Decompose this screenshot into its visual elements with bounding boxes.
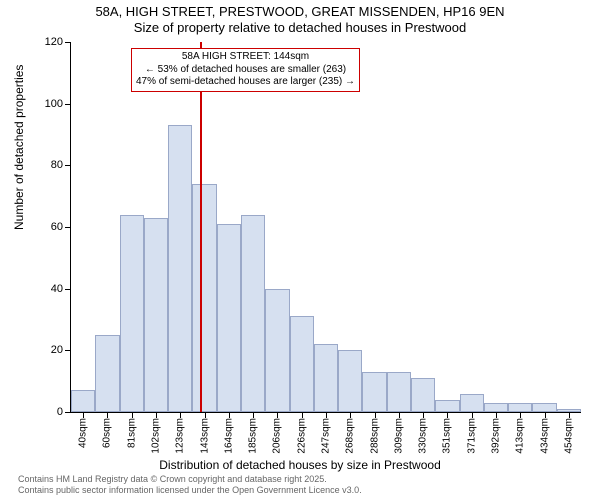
page-subtitle: Size of property relative to detached ho…	[0, 20, 600, 35]
histogram-plot: 02040608010012040sqm60sqm81sqm102sqm123s…	[70, 42, 581, 413]
x-tick-label: 102sqm	[151, 418, 162, 454]
histogram-bar	[144, 218, 168, 412]
attribution-line-2: Contains public sector information licen…	[18, 485, 362, 495]
y-tick-label: 80	[51, 159, 71, 171]
x-tick-label: 81sqm	[126, 418, 137, 448]
histogram-bar	[460, 394, 484, 413]
y-axis-label: Number of detached properties	[12, 65, 26, 230]
x-tick-label: 268sqm	[345, 418, 356, 454]
attribution-line-1: Contains HM Land Registry data © Crown c…	[18, 474, 327, 484]
y-tick-label: 20	[51, 344, 71, 356]
x-tick-label: 371sqm	[466, 418, 477, 454]
annotation-line: 47% of semi-detached houses are larger (…	[136, 76, 355, 89]
y-tick-label: 40	[51, 283, 71, 295]
histogram-bar	[265, 289, 289, 412]
x-tick-label: 143sqm	[199, 418, 210, 454]
histogram-bar	[120, 215, 144, 412]
annotation-line: ← 53% of detached houses are smaller (26…	[136, 64, 355, 77]
histogram-bar	[338, 350, 362, 412]
histogram-bar	[168, 125, 192, 412]
x-tick-label: 413sqm	[515, 418, 526, 454]
x-tick-label: 247sqm	[321, 418, 332, 454]
annotation-line: 58A HIGH STREET: 144sqm	[136, 51, 355, 64]
histogram-bar	[435, 400, 459, 412]
histogram-bar	[411, 378, 435, 412]
histogram-bar	[508, 403, 532, 412]
y-tick-label: 0	[57, 406, 71, 418]
x-tick-label: 185sqm	[248, 418, 259, 454]
x-tick-label: 309sqm	[393, 418, 404, 454]
x-tick-label: 60sqm	[102, 418, 113, 448]
annotation-box: 58A HIGH STREET: 144sqm← 53% of detached…	[131, 48, 360, 92]
x-tick-label: 330sqm	[418, 418, 429, 454]
histogram-bar	[192, 184, 216, 412]
histogram-bar	[314, 344, 338, 412]
x-tick-label: 392sqm	[491, 418, 502, 454]
histogram-bar	[532, 403, 556, 412]
histogram-bar	[71, 390, 95, 412]
histogram-bar	[95, 335, 119, 412]
y-tick-label: 60	[51, 221, 71, 233]
histogram-bar	[484, 403, 508, 412]
x-tick-label: 288sqm	[369, 418, 380, 454]
x-tick-label: 123sqm	[175, 418, 186, 454]
x-tick-label: 206sqm	[272, 418, 283, 454]
histogram-bar	[362, 372, 386, 412]
reference-marker-line	[200, 42, 202, 412]
x-tick-label: 164sqm	[223, 418, 234, 454]
histogram-bar	[241, 215, 265, 412]
x-tick-label: 226sqm	[296, 418, 307, 454]
x-axis-label: Distribution of detached houses by size …	[0, 458, 600, 472]
x-tick-label: 40sqm	[78, 418, 89, 448]
histogram-bar	[290, 316, 314, 412]
x-tick-label: 351sqm	[442, 418, 453, 454]
y-tick-label: 120	[45, 36, 71, 48]
histogram-bar	[387, 372, 411, 412]
histogram-bar	[217, 224, 241, 412]
x-tick-label: 454sqm	[563, 418, 574, 454]
y-tick-label: 100	[45, 98, 71, 110]
page-title: 58A, HIGH STREET, PRESTWOOD, GREAT MISSE…	[0, 4, 600, 19]
x-tick-label: 434sqm	[539, 418, 550, 454]
